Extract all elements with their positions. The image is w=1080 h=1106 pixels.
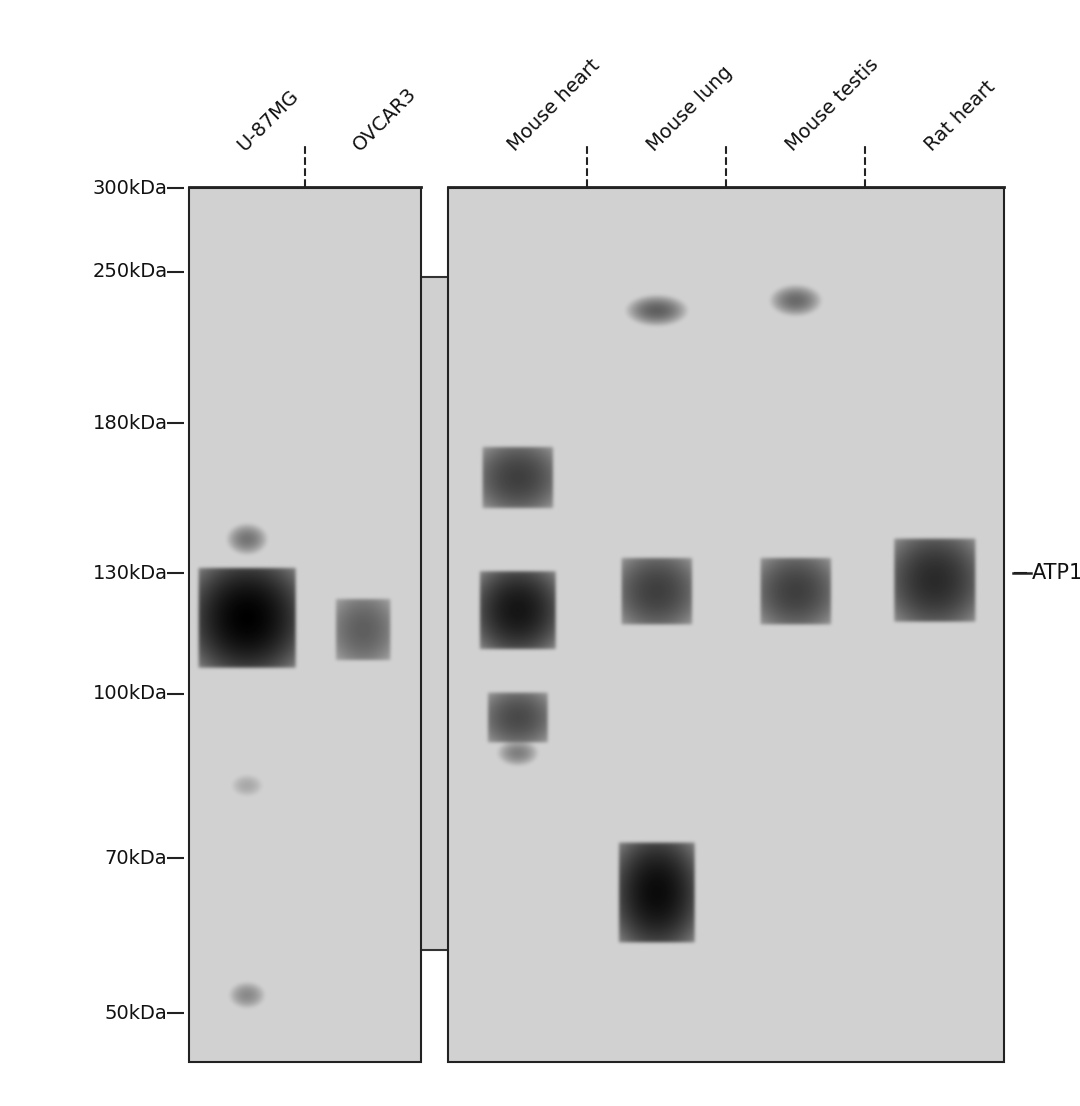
Text: Mouse testis: Mouse testis bbox=[782, 55, 882, 155]
Text: Rat heart: Rat heart bbox=[921, 77, 999, 155]
Bar bbox=[189, 188, 421, 1062]
Text: Mouse lung: Mouse lung bbox=[644, 62, 735, 155]
Text: 70kDa: 70kDa bbox=[105, 848, 167, 868]
Text: 130kDa: 130kDa bbox=[93, 564, 167, 583]
Text: OVCAR3: OVCAR3 bbox=[350, 84, 420, 155]
Text: 180kDa: 180kDa bbox=[93, 414, 167, 432]
Bar bbox=[282, 278, 461, 950]
Text: ATP1A2: ATP1A2 bbox=[1031, 563, 1080, 583]
Text: 50kDa: 50kDa bbox=[105, 1004, 167, 1023]
Text: 100kDa: 100kDa bbox=[93, 685, 167, 703]
Bar bbox=[483, 278, 914, 950]
Text: Mouse heart: Mouse heart bbox=[504, 55, 604, 155]
Bar bbox=[448, 188, 1004, 1062]
Text: 300kDa: 300kDa bbox=[93, 178, 167, 198]
Text: 250kDa: 250kDa bbox=[92, 262, 167, 282]
Text: U-87MG: U-87MG bbox=[233, 86, 302, 155]
